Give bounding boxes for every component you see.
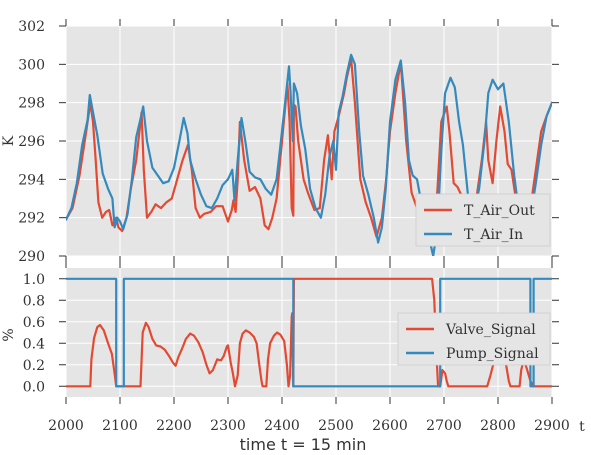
top-panel: 290 292 294 296 298 300 302 K T_Air_Out T_Air_I… — [1, 19, 559, 265]
y-tick-label: 0.4 — [23, 336, 45, 352]
legend-label: T_Air_Out — [464, 203, 535, 219]
y-tick-label: 0.8 — [23, 293, 45, 309]
y-tick-label: 290 — [18, 249, 45, 265]
x-axis-label-suffix: t — [579, 419, 585, 435]
x-tick-label: 2100 — [102, 418, 138, 434]
bottom-x-axis: 2000 2100 2200 2300 2400 2500 2600 2700 2800 2900 — [48, 261, 570, 434]
legend-box — [415, 193, 551, 247]
y-tick-label: 298 — [18, 96, 45, 112]
top-y-axis-label: K — [1, 135, 17, 146]
bottom-y-axis-label: % — [1, 328, 17, 341]
x-tick-label: 2900 — [534, 418, 570, 434]
bottom-y-axis: 0.0 0.2 0.4 0.6 0.8 1.0 — [23, 272, 559, 395]
series-line-t-air-in — [66, 53, 552, 256]
legend-label: Valve_Signal — [445, 322, 536, 338]
series-line-valve-signal — [66, 277, 552, 388]
legend-label: Pump_Signal — [446, 346, 539, 362]
x-tick-label: 2500 — [318, 418, 354, 434]
y-tick-label: 1.0 — [23, 272, 45, 288]
x-tick-label: 2300 — [210, 418, 246, 434]
x-tick-label: 2800 — [480, 418, 516, 434]
legend-box — [397, 312, 551, 366]
bottom-series-lines — [66, 277, 552, 388]
top-legend: T_Air_Out T_Air_In — [415, 193, 551, 247]
y-tick-label: 300 — [18, 57, 45, 73]
x-tick-label: 2200 — [156, 418, 192, 434]
y-tick-label: 0.0 — [23, 379, 45, 395]
bottom-panel: 0.00.20.40.60.81.0 2000 2100 2200 2300 2400 2… — [1, 261, 570, 434]
x-tick-label: 2400 — [264, 418, 300, 434]
y-tick-label: 292 — [18, 211, 45, 227]
y-tick-label: 0.6 — [23, 315, 45, 331]
series-line-pump-signal — [66, 277, 552, 388]
x-tick-label: 2000 — [48, 418, 84, 434]
bottom-legend: Valve_Signal Pump_Signal — [397, 312, 551, 366]
top-y-axis: 290 292 294 296 298 300 302 — [18, 19, 559, 265]
y-tick-label: 302 — [18, 19, 45, 35]
x-axis-label: time t = 15 min — [240, 435, 367, 454]
y-tick-label: 296 — [18, 134, 45, 150]
legend-label: T_Air_In — [464, 227, 523, 243]
y-tick-label: 294 — [18, 172, 45, 188]
x-tick-label: 2700 — [426, 418, 462, 434]
y-tick-label: 0.2 — [23, 358, 45, 374]
x-tick-label: 2600 — [372, 418, 408, 434]
